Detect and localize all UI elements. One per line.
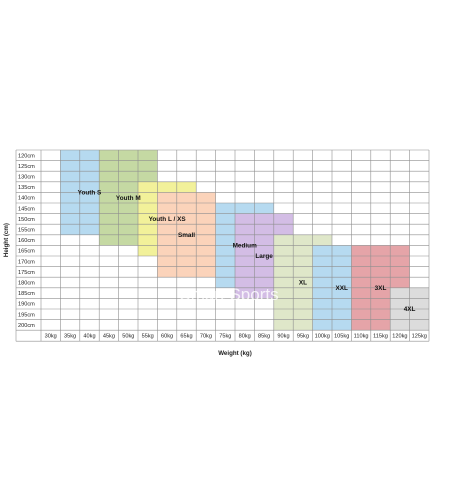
weight-tick-label: 55kg	[142, 334, 154, 340]
weight-tick-label: 100kg	[315, 334, 330, 340]
weight-tick-label: 120kg	[392, 334, 407, 340]
weight-tick-label: 35kg	[64, 334, 76, 340]
zone-label-xxl: XXL	[335, 285, 348, 292]
height-tick-label: 125cm	[18, 164, 35, 170]
height-tick-label: 180cm	[18, 281, 35, 287]
y-axis-title: Height (cm)	[3, 223, 10, 257]
zone-label-large: Large	[255, 253, 273, 260]
zone-label-4xl: 4XL	[404, 306, 416, 313]
chart-grid	[15, 149, 430, 342]
zone-label-xl: XL	[299, 280, 307, 287]
weight-tick-label: 80kg	[239, 334, 251, 340]
weight-tick-label: 110kg	[354, 334, 369, 340]
height-tick-label: 150cm	[18, 217, 35, 223]
height-tick-label: 185cm	[18, 291, 35, 297]
weight-tick-label: 60kg	[161, 334, 173, 340]
zone-label-youth-m: Youth M	[116, 195, 141, 202]
zone-label-3xl: 3XL	[375, 285, 387, 292]
height-tick-label: 120cm	[18, 153, 35, 159]
size-zone-labels: Youth S Youth M Youth L / XS Small Medium Lar…	[78, 190, 416, 314]
axis-ticks: 120cm 125cm 130cm 135cm 140cm 145cm 150cm 155cm…	[18, 153, 427, 339]
watermark: Smart Sports	[179, 285, 278, 304]
height-tick-label: 135cm	[18, 185, 35, 191]
zone-label-youth-l-xs: Youth L / XS	[149, 216, 187, 223]
weight-tick-label: 70kg	[200, 334, 212, 340]
height-tick-label: 130cm	[18, 175, 35, 181]
weight-tick-label: 75kg	[219, 334, 231, 340]
height-tick-label: 145cm	[18, 206, 35, 212]
height-tick-label: 155cm	[18, 228, 35, 234]
height-tick-label: 165cm	[18, 249, 35, 255]
weight-tick-label: 40kg	[83, 334, 95, 340]
weight-tick-label: 125kg	[412, 334, 427, 340]
weight-tick-label: 45kg	[103, 334, 115, 340]
height-tick-label: 175cm	[18, 270, 35, 276]
weight-tick-label: 90kg	[277, 334, 289, 340]
height-tick-label: 200cm	[18, 323, 35, 329]
zone-label-small: Small	[178, 232, 195, 239]
height-tick-label: 190cm	[18, 302, 35, 308]
weight-tick-label: 85kg	[258, 334, 270, 340]
zone-label-medium: Medium	[233, 243, 257, 250]
weight-tick-label: 115kg	[373, 334, 388, 340]
weight-tick-label: 95kg	[297, 334, 309, 340]
height-tick-label: 195cm	[18, 312, 35, 318]
height-tick-label: 160cm	[18, 238, 35, 244]
height-tick-label: 140cm	[18, 196, 35, 202]
weight-tick-label: 50kg	[122, 334, 134, 340]
zone-label-youth-s: Youth S	[78, 190, 102, 197]
x-axis-title: Weight (kg)	[218, 350, 252, 357]
height-tick-label: 170cm	[18, 259, 35, 265]
weight-tick-label: 105kg	[334, 334, 349, 340]
weight-tick-label: 30kg	[45, 334, 57, 340]
weight-tick-label: 65kg	[180, 334, 192, 340]
